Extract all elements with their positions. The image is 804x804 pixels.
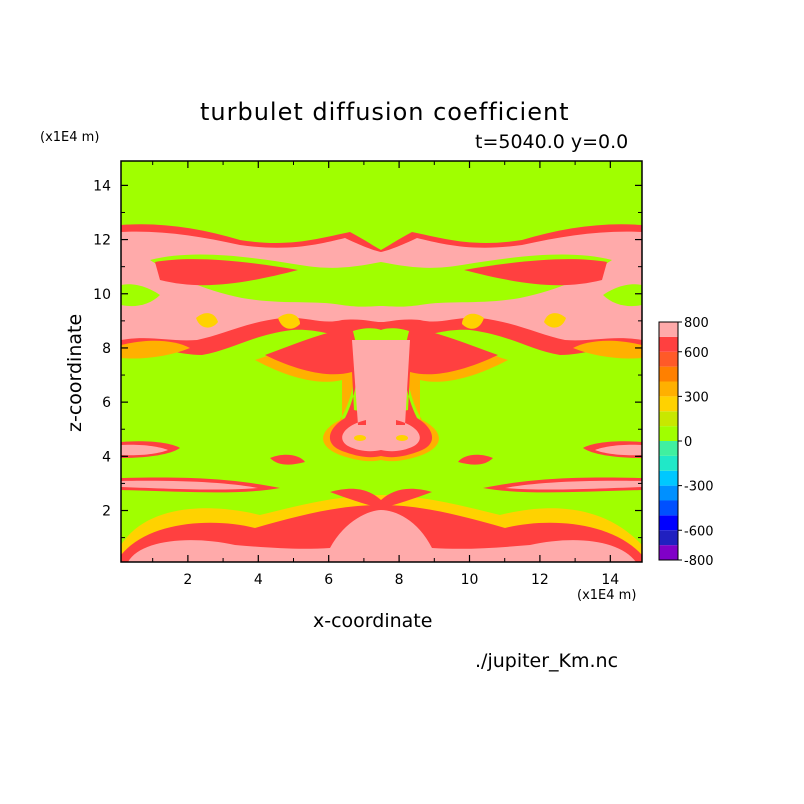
y-axis-ticks: 2 4 6 8 10 12 14 [93,178,642,520]
colorbar-swatch [659,470,678,486]
x-tick-label: 4 [254,572,263,588]
x-axis-label: x-coordinate [313,610,433,632]
field-streak-center [330,488,432,508]
colorbar-swatch [659,515,678,531]
field-streak-right-pink [505,480,642,490]
colorbar-swatch [659,455,678,471]
y-tick-label: 6 [102,395,111,411]
field-plume-eye-right [396,435,408,441]
chart-title: turbulet diffusion coefficient [200,98,570,126]
field-edge-band-right-core [595,444,642,456]
colorbar-swatch [659,441,678,456]
colorbar-swatch [659,351,678,367]
field-eddy-left-2 [278,313,300,329]
field-edge-gap-right [603,284,642,307]
y-tick-label: 2 [102,504,111,520]
y-tick-label: 12 [93,233,111,249]
plot-frame [120,160,643,563]
colorbar-label: -600 [684,524,714,539]
colorbar-label: 0 [684,435,692,450]
colorbar-swatch [659,411,678,427]
x-tick-label: 10 [461,572,479,588]
field-eddy-right-1 [544,313,566,328]
y-tick-label: 14 [93,178,111,194]
colorbar-swatch [659,336,678,352]
colorbar-label: 800 [684,316,709,331]
x-tick-label: 2 [183,572,192,588]
field-swirl-right [464,259,607,286]
colorbar-swatch [659,322,678,337]
field-plume-eye-left [354,435,366,441]
colorbar-swatch [659,545,678,560]
colorbar-swatch [659,500,678,516]
field-glow-right [573,340,642,359]
colorbar-swatch [659,366,678,382]
colorbar-swatch [659,396,678,412]
field-plume-stem [366,340,396,425]
colorbar-label: -800 [684,554,714,569]
colorbar-swatch [659,381,678,397]
field-eddy-right-2 [462,313,484,329]
contour-field [121,161,642,562]
colorbar-label: 300 [684,390,709,405]
x-axis-unit: (x1E4 m) [577,588,637,603]
source-file-label: ./jupiter_Km.nc [475,650,619,672]
x-axis-ticks: 2 4 6 8 10 12 14 [121,161,642,588]
field-eddy-left-1 [196,313,218,328]
x-tick-label: 12 [531,572,549,588]
y-tick-label: 8 [102,341,111,357]
colorbar-label: 600 [684,346,709,361]
y-tick-label: 4 [102,449,111,465]
field-dot-left [270,454,305,465]
field-dot-right [458,454,493,465]
colorbar: 800 600 300 0 -300 -600 -800 [658,316,714,569]
colorbar-swatch [659,530,678,546]
field-edge-gap-left [121,284,160,307]
field-streak-left-pink [121,480,258,490]
y-axis-unit: (x1E4 m) [40,130,100,145]
x-tick-label: 6 [324,572,333,588]
chart-subtitle: t=5040.0 y=0.0 [475,131,629,153]
field-edge-band-left-core [121,444,168,456]
field-plume-red [265,328,498,458]
field-glow-left [121,340,190,359]
x-tick-label: 14 [601,572,619,588]
field-bottom-pink [128,510,636,562]
field-swirl-left [155,259,298,286]
colorbar-label: -300 [684,480,714,495]
colorbar-swatch [659,426,678,441]
y-tick-label: 10 [93,287,111,303]
field-plume-pink [342,340,420,452]
x-tick-label: 8 [395,572,404,588]
colorbar-swatch [659,485,678,501]
